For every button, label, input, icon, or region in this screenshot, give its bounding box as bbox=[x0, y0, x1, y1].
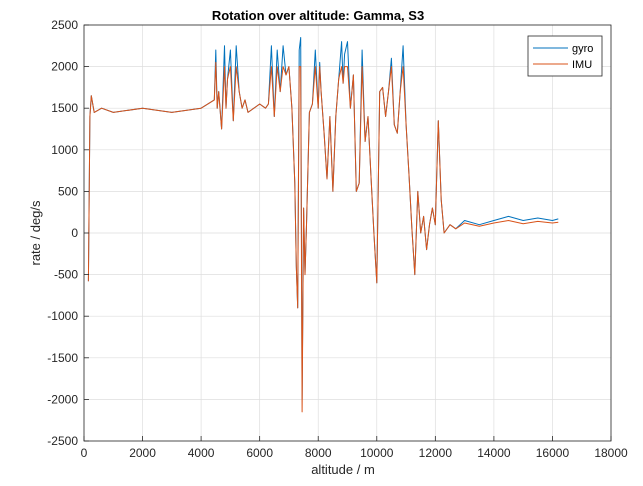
x-tick-label: 12000 bbox=[419, 446, 453, 460]
y-tick-label: 0 bbox=[71, 226, 78, 240]
y-tick-label: 1500 bbox=[51, 101, 78, 115]
legend: gyro IMU bbox=[527, 35, 603, 77]
x-tick-label: 4000 bbox=[188, 446, 215, 460]
x-tick-label: 6000 bbox=[246, 446, 273, 460]
y-tick-label: 1000 bbox=[51, 143, 78, 157]
x-axis-ticks: 0 2000 4000 6000 8000 10000 12000 14000 16000 180… bbox=[81, 436, 628, 460]
y-axis-ticks: -2500 -2000 -1500 -1000 -500 0 500 1000 1500 2000… bbox=[47, 18, 89, 448]
legend-label-gyro: gyro bbox=[572, 43, 593, 55]
y-tick-label: 2000 bbox=[51, 60, 78, 74]
series-lines bbox=[87, 37, 559, 413]
y-tick-label: -1500 bbox=[47, 351, 78, 365]
y-tick-label: -2000 bbox=[47, 392, 78, 406]
x-tick-label: 2000 bbox=[129, 446, 156, 460]
x-tick-label: 0 bbox=[81, 446, 88, 460]
y-tick-label: -2500 bbox=[47, 434, 78, 448]
y-tick-label: -500 bbox=[54, 268, 78, 282]
x-axis-label: altitude / m bbox=[311, 462, 375, 477]
legend-box bbox=[527, 35, 603, 77]
x-tick-label: 16000 bbox=[536, 446, 570, 460]
y-tick-label: 2500 bbox=[51, 18, 78, 32]
x-tick-label: 18000 bbox=[594, 446, 628, 460]
y-axis-label: rate / deg/s bbox=[28, 200, 43, 266]
y-tick-label: 500 bbox=[58, 184, 78, 198]
x-tick-label: 10000 bbox=[360, 446, 394, 460]
x-tick-label: 8000 bbox=[305, 446, 332, 460]
chart-title: Rotation over altitude: Gamma, S3 bbox=[212, 8, 424, 23]
y-tick-label: -1000 bbox=[47, 309, 78, 323]
x-tick-label: 14000 bbox=[477, 446, 511, 460]
legend-label-imu: IMU bbox=[572, 59, 592, 71]
series-line-imu bbox=[87, 61, 559, 413]
plot-area: 0 2000 4000 6000 8000 10000 12000 14000 16000 180… bbox=[47, 18, 628, 460]
